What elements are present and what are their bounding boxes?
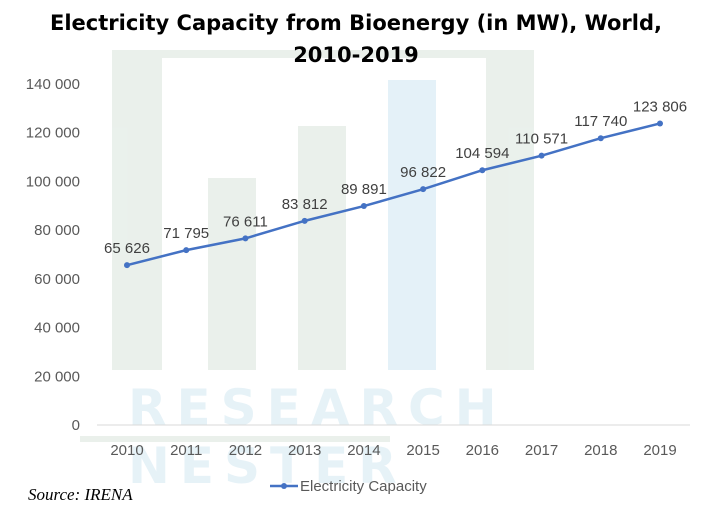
x-tick-label: 2016 [466, 442, 499, 459]
data-point [597, 135, 604, 142]
y-tick-label: 100 000 [26, 173, 80, 190]
chart-title-line-1: Electricity Capacity from Bioenergy (in … [50, 11, 662, 35]
watermark-text: RESEARCH [128, 379, 507, 437]
data-point [183, 247, 190, 254]
x-tick-label: 2018 [584, 442, 617, 459]
data-point [301, 217, 308, 224]
watermark-text: NESTER [128, 437, 407, 495]
y-tick-label: 140 000 [26, 76, 80, 93]
y-tick-label: 80 000 [34, 222, 80, 239]
watermark-bar [112, 50, 534, 58]
x-tick-label: 2013 [288, 442, 321, 459]
legend-marker [281, 483, 287, 489]
y-tick-label: 0 [72, 417, 80, 434]
watermark-bar [298, 126, 346, 370]
data-point [360, 203, 367, 210]
y-tick-label: 120 000 [26, 125, 80, 142]
data-label: 123 806 [633, 98, 687, 115]
x-tick-label: 2015 [406, 442, 439, 459]
legend: Electricity Capacity [270, 478, 427, 495]
data-point [420, 186, 427, 193]
data-label: 71 795 [163, 225, 209, 242]
chart-title-line-2: 2010-2019 [293, 43, 419, 67]
data-label: 104 594 [455, 145, 509, 162]
y-tick-label: 60 000 [34, 271, 80, 288]
watermark-line [80, 436, 390, 442]
data-label: 76 611 [223, 213, 268, 230]
y-tick-label: 40 000 [34, 320, 80, 337]
x-tick-label: 2012 [229, 442, 262, 459]
legend-label: Electricity Capacity [300, 478, 427, 495]
x-tick-label: 2019 [643, 442, 676, 459]
data-label: 117 740 [574, 113, 627, 130]
data-point [479, 167, 486, 174]
data-point [657, 120, 663, 127]
watermark-bar [112, 50, 162, 370]
data-label: 110 571 [515, 131, 568, 148]
data-label: 96 822 [400, 164, 446, 181]
x-tick-label: 2011 [170, 442, 202, 459]
data-point [242, 235, 249, 242]
y-tick-label: 20 000 [34, 368, 80, 385]
series-line [126, 122, 661, 267]
watermark: RESEARCH NESTER [80, 50, 534, 495]
watermark-bar [208, 178, 256, 370]
data-label: 65 626 [104, 240, 150, 257]
data-point [124, 262, 130, 269]
x-tick-label: 2014 [347, 442, 380, 459]
watermark-bar [486, 50, 534, 370]
x-tick-label: 2010 [110, 442, 143, 459]
data-label: 89 891 [341, 181, 387, 198]
data-label: 83 812 [282, 196, 328, 213]
x-tick-label: 2017 [525, 442, 558, 459]
source-note: Source: IRENA [28, 485, 133, 504]
data-point [538, 152, 545, 159]
watermark-bar [388, 80, 436, 370]
